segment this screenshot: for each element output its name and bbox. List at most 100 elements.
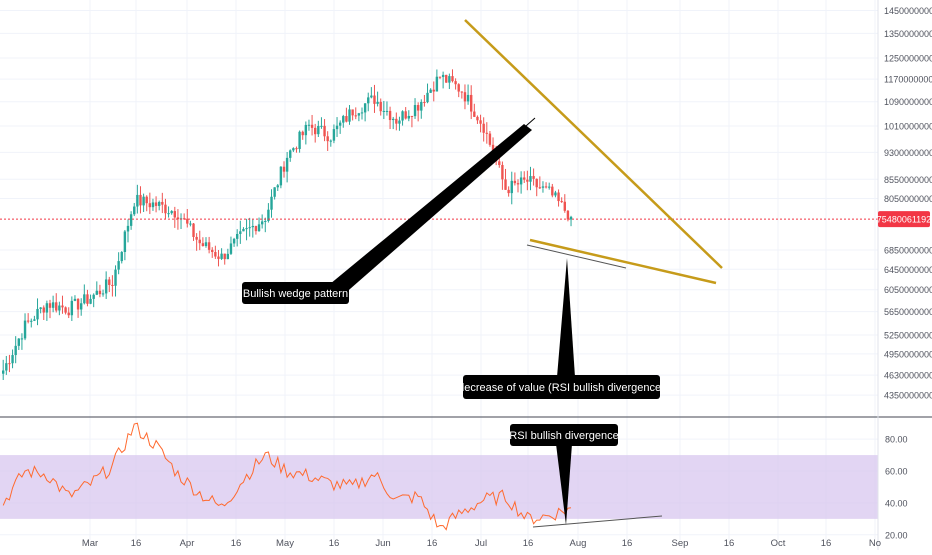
candle-body (351, 109, 354, 116)
candle (501, 161, 504, 190)
candle (192, 222, 195, 241)
candle (429, 88, 432, 93)
candle (376, 91, 379, 107)
value-callout: decrease of value (RSI bullish divergenc… (458, 258, 665, 399)
candle-body (55, 302, 58, 311)
candle (139, 186, 142, 214)
candle-body (58, 305, 61, 311)
candle-body (164, 204, 167, 214)
candle (423, 94, 426, 107)
time-axis-label: 16 (724, 538, 735, 549)
candle-body (301, 131, 304, 136)
candle (242, 227, 245, 232)
candle-body (89, 298, 92, 304)
candle (86, 289, 89, 307)
candle-body (432, 89, 435, 92)
candle-body (264, 220, 267, 222)
price-badge-text: 75480061192 (877, 215, 931, 225)
candle (432, 81, 435, 102)
candle (123, 229, 127, 261)
candle (554, 190, 557, 198)
candle (220, 248, 223, 260)
candle-body (282, 166, 286, 172)
candle (108, 276, 111, 293)
candle-body (67, 312, 70, 316)
candle (457, 83, 460, 98)
wedge-callout-box (242, 282, 349, 304)
candle (435, 69, 439, 92)
candle-body (510, 180, 513, 194)
candle (426, 83, 429, 104)
candle-body (357, 113, 361, 116)
candle-body (370, 95, 373, 98)
candle-body (298, 131, 301, 149)
candle-body (23, 320, 27, 339)
candle (14, 336, 17, 364)
rsi-band (0, 455, 878, 519)
price-axis-label: 80500000000 (884, 194, 932, 204)
candle-body (186, 218, 189, 224)
candle-body (535, 178, 538, 188)
candle (420, 99, 423, 119)
rsi-axis-label: 60.00 (885, 467, 908, 477)
candle-body (498, 161, 501, 165)
candle-body (195, 236, 198, 240)
candle (385, 101, 389, 116)
candle (282, 161, 286, 178)
candle (270, 189, 273, 218)
candle-body (448, 76, 451, 83)
time-axis-label: 16 (131, 538, 142, 549)
candle (23, 313, 27, 341)
candle (248, 217, 251, 237)
candle (292, 147, 295, 152)
candle-body (388, 110, 392, 121)
candle-body (329, 140, 332, 142)
price-axis-label: 56500000000 (884, 307, 932, 317)
candle (392, 116, 395, 130)
candle-body (541, 186, 545, 188)
candle-body (385, 110, 389, 112)
rsi-callout: RSI bullish divergence (509, 424, 619, 525)
candle (20, 333, 24, 350)
time-axis-label: Jul (475, 538, 487, 549)
candle-body (217, 256, 220, 259)
candle-body (376, 101, 379, 104)
price-axis-label: 109000000000 (884, 97, 932, 107)
candle-body (211, 249, 214, 253)
candle (70, 296, 74, 321)
candle (410, 115, 414, 128)
price-divergence-line (526, 244, 627, 269)
candle-body (61, 305, 64, 308)
candle-body (410, 115, 414, 117)
value-callout-text: decrease of value (RSI bullish divergenc… (458, 382, 665, 394)
price-axis-label: 135000000000 (884, 29, 932, 39)
candle-body (36, 308, 39, 320)
candle-body (189, 223, 192, 225)
candle-body (563, 201, 566, 211)
candle (569, 215, 573, 227)
time-axis-label: 16 (231, 538, 242, 549)
candle (101, 289, 105, 297)
rsi-axis-label: 20.00 (885, 530, 908, 540)
candle-body (236, 233, 239, 239)
candle-body (26, 320, 30, 322)
candle (548, 182, 551, 190)
candle-body (398, 120, 401, 124)
price-axis-label: 46300000000 (884, 371, 932, 381)
candle (507, 186, 510, 197)
candle-body (295, 148, 298, 150)
candle-body (482, 123, 485, 133)
rsi-callout-box (510, 424, 618, 446)
candle (338, 120, 342, 134)
candle (329, 139, 332, 147)
price-axis-label: 52500000000 (884, 331, 932, 341)
candle (460, 91, 464, 99)
candle (314, 123, 317, 143)
candle-body (92, 294, 95, 299)
candle (211, 247, 214, 258)
candle-body (451, 76, 454, 82)
candle (17, 338, 20, 351)
candle (154, 196, 158, 213)
candle-body (435, 76, 439, 92)
candle-body (167, 213, 170, 215)
